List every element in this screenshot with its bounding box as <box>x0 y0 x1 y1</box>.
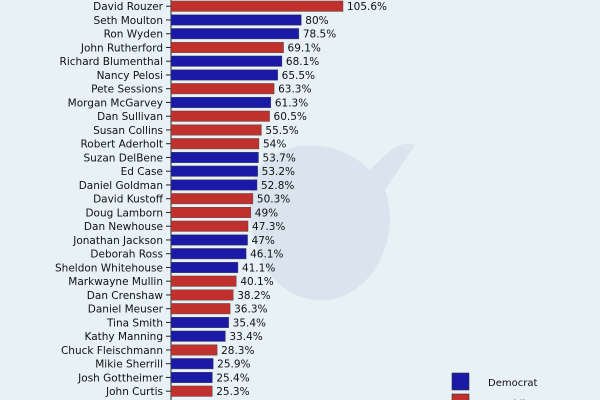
value-label: 55.5% <box>265 125 298 137</box>
value-label: 63.3% <box>278 84 311 96</box>
category-axis <box>166 0 172 400</box>
category-label: Daniel Meuser <box>88 304 164 316</box>
bar <box>170 358 214 370</box>
category-label: Robert Aderholt <box>80 139 163 151</box>
value-label: 46.1% <box>250 249 283 261</box>
bar <box>170 330 226 342</box>
category-label: Jonathan Jackson <box>72 235 163 247</box>
value-label: 47.3% <box>252 221 285 233</box>
category-label: Josh Gottheimer <box>77 372 163 384</box>
category-label: Doug Lamborn <box>85 207 163 219</box>
category-label: Markwayne Mullin <box>68 276 163 288</box>
category-label: Chuck Fleischmann <box>61 345 163 357</box>
bar <box>170 69 278 81</box>
value-label: 28.3% <box>221 345 254 357</box>
value-label: 69.1% <box>288 42 321 54</box>
value-label: 105.6% <box>347 1 387 13</box>
category-label: Sheldon Whitehouse <box>55 262 163 274</box>
value-label: 41.1% <box>242 262 275 274</box>
category-label: Mikie Sherrill <box>95 359 163 371</box>
category-label: Dan Crenshaw <box>87 290 164 302</box>
value-label: 35.4% <box>233 317 266 329</box>
bar <box>170 303 231 315</box>
bar <box>170 206 252 218</box>
bar <box>170 385 213 397</box>
category-label: Ron Wyden <box>104 29 163 41</box>
category-label: Dan Newhouse <box>84 221 163 233</box>
bar <box>170 275 237 287</box>
value-labels: 105.6% 80% 78.5%69.1% 68.1% 65.5% 63.3%61.3% 6… <box>216 1 387 398</box>
legend-swatch <box>451 372 470 391</box>
whale-watermark-icon <box>249 143 415 301</box>
bar <box>170 165 258 177</box>
value-label: 53.2% <box>262 166 295 178</box>
category-label: Suzan DelBene <box>84 152 164 164</box>
value-label: 65.5% <box>282 70 315 82</box>
bar <box>170 344 218 356</box>
bar <box>170 138 260 150</box>
bar <box>170 289 234 301</box>
bar <box>170 55 283 67</box>
category-label: John Curtis <box>105 386 163 398</box>
value-label: 25.9% <box>217 359 250 371</box>
bar <box>170 28 300 40</box>
bar <box>170 0 344 12</box>
value-label: 53.7% <box>262 152 295 164</box>
value-label: 80% <box>305 15 328 27</box>
category-label: Nancy Pelosi <box>97 70 163 82</box>
category-label: Morgan McGarvey <box>68 97 163 109</box>
category-label: Ed Case <box>121 166 163 178</box>
category-label: David Kustoff <box>93 194 164 206</box>
bar <box>170 96 272 108</box>
category-label: Seth Moulton <box>94 15 164 27</box>
bar <box>170 248 247 260</box>
value-label: 78.5% <box>303 29 336 41</box>
category-label: Deborah Ross <box>90 249 163 261</box>
category-label: Pete Sessions <box>91 84 163 96</box>
value-label: 36.3% <box>234 304 267 316</box>
category-label: John Rutherford <box>80 42 163 54</box>
category-label: Tina Smith <box>106 317 163 329</box>
category-label: Kathy Manning <box>85 331 164 343</box>
category-label: Susan Collins <box>93 125 163 137</box>
value-label: 61.3% <box>275 97 308 109</box>
bar <box>170 83 275 95</box>
value-label: 49% <box>255 207 278 219</box>
bar <box>170 110 270 122</box>
bar <box>170 193 254 205</box>
value-label: 60.5% <box>274 111 307 123</box>
value-label: 50.3% <box>257 194 290 206</box>
value-label: 40.1% <box>240 276 273 288</box>
value-label: 33.4% <box>229 331 262 343</box>
category-label: Dan Sullivan <box>97 111 163 123</box>
legend: DemocratRepublican <box>451 372 543 400</box>
bar <box>170 262 239 273</box>
value-label: 47% <box>252 235 275 247</box>
legend-swatch <box>451 393 470 400</box>
bar <box>170 372 213 383</box>
bar <box>170 179 258 191</box>
bars-group <box>170 0 344 397</box>
category-label: Richard Blumenthal <box>60 56 163 68</box>
value-label: 54% <box>263 139 286 151</box>
legend-label: Democrat <box>488 378 537 389</box>
bar <box>170 234 248 246</box>
value-label: 25.4% <box>216 372 249 384</box>
bar <box>170 317 229 328</box>
category-label: Daniel Goldman <box>79 180 163 192</box>
value-label: 38.2% <box>237 290 270 302</box>
bar <box>170 14 302 26</box>
value-label: 68.1% <box>286 56 319 68</box>
bar <box>170 220 249 232</box>
value-label: 52.8% <box>261 180 294 192</box>
category-label: David Rouzer <box>93 1 164 13</box>
bar <box>170 124 262 136</box>
value-label: 25.3% <box>216 386 249 398</box>
bar <box>170 151 259 163</box>
bar <box>170 42 284 53</box>
